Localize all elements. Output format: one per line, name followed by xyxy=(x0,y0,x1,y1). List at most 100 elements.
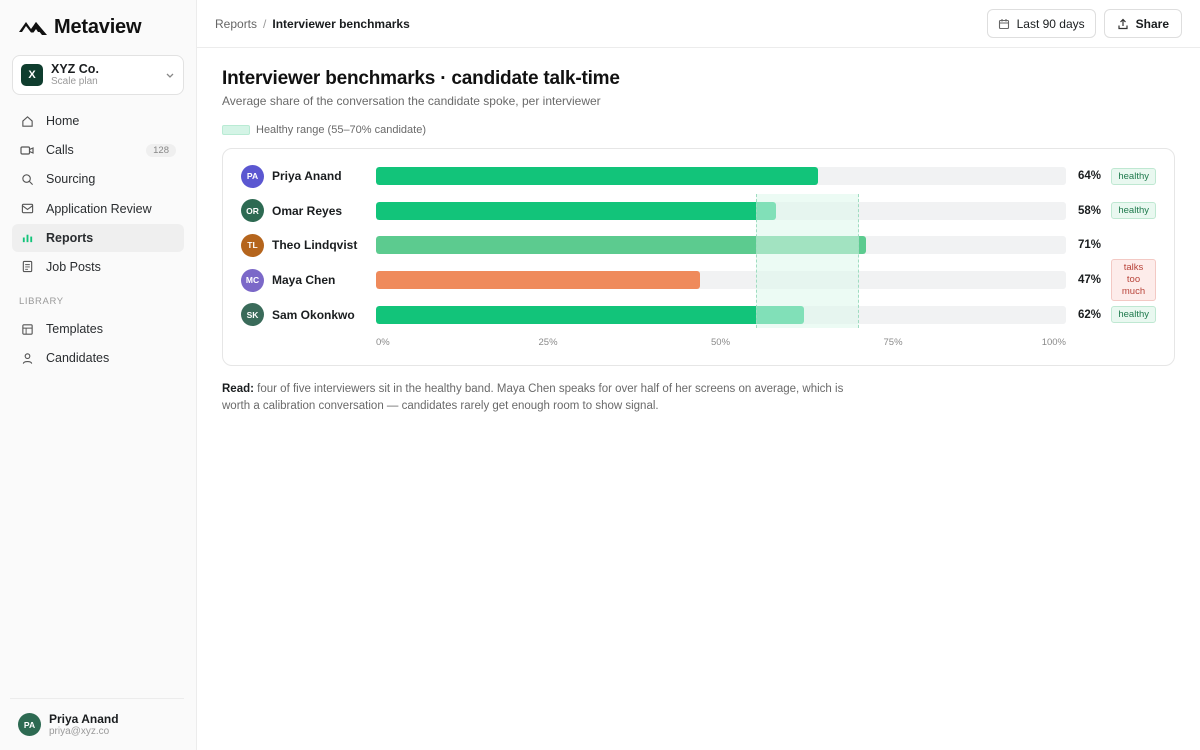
template-icon xyxy=(20,322,34,336)
x-axis-ticks: 0% 25% 50% 75% 100% xyxy=(376,337,1156,351)
chart-row[interactable]: MC Maya Chen 47% talks too much xyxy=(241,259,1156,301)
share-button[interactable]: Share xyxy=(1103,9,1182,38)
org-name: XYZ Co. xyxy=(51,61,99,76)
search-icon xyxy=(20,172,34,186)
value-label: 71% xyxy=(1077,239,1101,252)
talk-time-bar xyxy=(376,167,818,185)
breadcrumb-separator: / xyxy=(263,16,267,31)
chart-legend: Healthy range (55–70% candidate) xyxy=(222,124,1175,136)
share-label: Share xyxy=(1135,16,1169,31)
logo[interactable]: Metaview xyxy=(12,0,184,54)
x-tick-label: 100% xyxy=(1041,337,1066,348)
interviewer-name: Sam Okonkwo xyxy=(272,307,355,322)
sidebar: Metaview X XYZ Co. Scale plan Home Calls xyxy=(0,0,197,750)
read-summary: Read: four of five interviewers sit in t… xyxy=(222,381,862,414)
breadcrumb-parent-link[interactable]: Reports xyxy=(215,16,258,31)
chevron-down-icon xyxy=(166,73,174,78)
talk-time-bar xyxy=(376,271,701,290)
org-switcher[interactable]: X XYZ Co. Scale plan xyxy=(12,55,184,95)
user-email: priya@xyz.co xyxy=(49,726,110,737)
inbox-icon xyxy=(20,202,34,216)
healthy-range-swatch xyxy=(222,125,250,135)
value-label: 64% xyxy=(1077,170,1101,182)
sidebar-item-job-posts[interactable]: Job Posts xyxy=(12,253,184,281)
document-icon xyxy=(20,260,34,274)
read-lead: Read: xyxy=(222,383,254,395)
avatar: PA xyxy=(241,164,264,188)
sidebar-item-home[interactable]: Home xyxy=(12,107,184,135)
interviewer-name: Maya Chen xyxy=(272,273,336,288)
user-name: Priya Anand xyxy=(49,712,119,726)
breadcrumb: Reports / Interviewer benchmarks xyxy=(215,17,979,31)
sidebar-nav: Home Calls 128 Sourcing Application Rev xyxy=(12,107,184,372)
sidebar-item-label: Reports xyxy=(46,230,94,245)
value-label: 58% xyxy=(1077,204,1101,217)
avatar: TL xyxy=(241,233,264,257)
org-plan: Scale plan xyxy=(51,76,98,88)
sidebar-item-label: Calls xyxy=(46,143,74,158)
main-content: Reports / Interviewer benchmarks Last 90 d… xyxy=(197,0,1200,750)
sidebar-item-label: Templates xyxy=(46,322,103,337)
sidebar-item-label: Application Review xyxy=(46,201,152,216)
video-icon xyxy=(20,143,34,157)
org-badge: X xyxy=(21,64,43,86)
interviewer-name: Priya Anand xyxy=(272,169,342,183)
topbar: Reports / Interviewer benchmarks Last 90 d… xyxy=(197,0,1200,48)
share-icon xyxy=(1118,18,1128,29)
chart-row[interactable]: TL Theo Lindqvist 71% xyxy=(241,232,1156,258)
chart-row[interactable]: OR Omar Reyes 58% healthy xyxy=(241,198,1156,224)
breadcrumb-current: Interviewer benchmarks xyxy=(272,16,410,31)
avatar: PA xyxy=(18,713,41,736)
legend-label: Healthy range (55–70% candidate) xyxy=(256,124,427,136)
date-range-button[interactable]: Last 90 days xyxy=(986,9,1096,38)
chart-row[interactable]: PA Priya Anand 64% healthy xyxy=(241,163,1156,189)
avatar: SK xyxy=(241,303,264,327)
date-range-label: Last 90 days xyxy=(1016,16,1085,31)
bar-track xyxy=(376,236,1066,255)
value-label: 47% xyxy=(1077,274,1101,287)
sidebar-item-templates[interactable]: Templates xyxy=(12,315,184,343)
home-icon xyxy=(20,114,34,128)
benchmark-chart-card: PA Priya Anand 64% healthy OR Omar Reyes 58% he… xyxy=(222,148,1175,366)
metaview-logo-icon xyxy=(19,22,47,35)
bar-track xyxy=(376,305,1066,324)
x-tick-label: 75% xyxy=(883,337,903,348)
interviewer-name: Theo Lindqvist xyxy=(272,238,358,253)
sidebar-item-label: Home xyxy=(46,114,80,128)
calls-count-badge: 128 xyxy=(146,143,176,157)
app-name: Metaview xyxy=(54,15,142,38)
status-badge: talks too much xyxy=(1111,259,1156,301)
x-tick-label: 25% xyxy=(538,337,558,348)
library-section-label: LIBRARY xyxy=(19,296,64,308)
bar-track xyxy=(376,271,1066,290)
sidebar-item-label: Candidates xyxy=(46,351,110,366)
avatar: MC xyxy=(241,268,264,292)
read-text: four of five interviewers sit in the hea… xyxy=(222,383,844,412)
avatar: OR xyxy=(241,199,264,223)
status-badge: healthy xyxy=(1111,306,1156,324)
page-subtitle: Average share of the conversation the ca… xyxy=(222,94,601,108)
report-content: Interviewer benchmarks · candidate talk-… xyxy=(197,48,1200,434)
page-title: Interviewer benchmarks · candidate talk-… xyxy=(222,68,620,89)
sidebar-item-label: Sourcing xyxy=(46,172,96,187)
sidebar-item-reports[interactable]: Reports xyxy=(12,223,184,252)
status-badge: healthy xyxy=(1111,167,1156,185)
sidebar-item-sourcing[interactable]: Sourcing xyxy=(12,165,184,193)
sidebar-item-calls[interactable]: Calls 128 xyxy=(12,136,184,164)
calendar-icon xyxy=(998,18,1009,29)
talk-time-bar xyxy=(376,236,866,255)
sidebar-item-label: Job Posts xyxy=(46,259,101,274)
sidebar-item-application-review[interactable]: Application Review xyxy=(12,195,184,223)
chart-icon xyxy=(20,231,34,245)
sidebar-item-candidates[interactable]: Candidates xyxy=(12,344,184,372)
value-label: 62% xyxy=(1077,308,1101,321)
talk-time-bar xyxy=(376,305,804,324)
chart-row[interactable]: SK Sam Okonkwo 62% healthy xyxy=(241,302,1156,328)
bar-track xyxy=(376,201,1066,220)
x-tick-label: 50% xyxy=(711,337,731,348)
talk-time-bar xyxy=(376,201,777,220)
bar-track xyxy=(376,167,1066,185)
user-profile[interactable]: PA Priya Anand priya@xyz.co xyxy=(10,698,184,750)
interviewer-name: Omar Reyes xyxy=(272,203,343,218)
